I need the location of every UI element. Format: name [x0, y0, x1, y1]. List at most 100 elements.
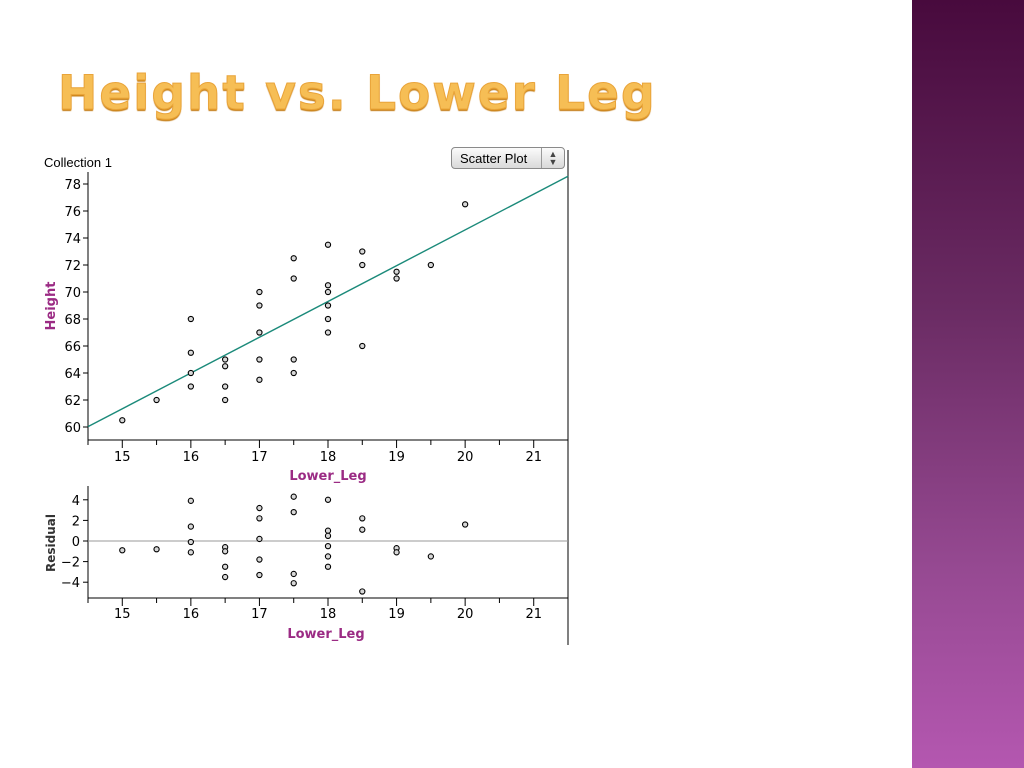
resid-x-ticks: 15 16 17 18 19 20 21 — [87, 598, 569, 622]
resid-x-tick-label: 20 — [457, 607, 474, 622]
main-y-tick-label: 68 — [64, 313, 81, 328]
data-point — [324, 329, 332, 336]
residual-point — [324, 532, 332, 539]
residual-point — [290, 570, 297, 578]
least-squares-line — [87, 175, 569, 428]
main-y-tick-label: 66 — [64, 340, 81, 355]
main-x-tick-label: 15 — [114, 450, 131, 465]
plot-type-select[interactable]: Scatter Plot ▲ ▼ — [451, 147, 565, 169]
data-point — [256, 376, 263, 383]
residual-point — [256, 504, 263, 512]
data-point — [221, 396, 229, 404]
data-point — [187, 349, 195, 356]
data-point — [290, 356, 297, 363]
main-y-tick-label: 60 — [64, 421, 81, 436]
main-y-tick-label: 76 — [64, 205, 81, 220]
residual-point — [393, 549, 400, 556]
main-x-axis-label: Lower_Leg — [289, 469, 366, 484]
data-point — [221, 363, 229, 370]
data-point — [187, 369, 195, 377]
data-point — [324, 315, 332, 323]
resid-y-ticks: −4 −2 0 2 4 — [61, 494, 88, 591]
resid-y-axis-label: Residual — [44, 514, 58, 572]
main-y-tick-label: 74 — [64, 232, 81, 247]
residual-point — [324, 543, 332, 550]
main-x-tick-label: 17 — [251, 450, 268, 465]
residual-point — [324, 527, 332, 534]
residual-point — [359, 515, 366, 522]
data-point — [393, 275, 400, 282]
residual-point — [324, 496, 332, 503]
main-x-ticks: 15 16 17 18 19 20 21 — [87, 440, 569, 465]
resid-y-tick-label: 4 — [72, 494, 80, 509]
residual-point — [256, 515, 263, 522]
data-point — [427, 261, 435, 269]
residual-point — [461, 521, 469, 528]
data-point — [324, 282, 332, 289]
resid-x-tick-label: 19 — [388, 607, 405, 622]
resid-x-tick-label: 17 — [251, 607, 268, 622]
data-point — [324, 302, 332, 309]
collection-title: Collection 1 — [44, 155, 112, 170]
data-point — [359, 261, 366, 269]
resid-y-tick-label: 0 — [72, 535, 80, 550]
residual-point — [290, 509, 297, 516]
data-point — [256, 329, 263, 336]
data-point — [324, 288, 332, 296]
residual-point — [427, 553, 435, 560]
slide-title: Height vs. Lower Leg — [58, 66, 657, 122]
residual-point — [153, 546, 160, 553]
data-point — [393, 268, 400, 275]
resid-x-axis-label: Lower_Leg — [287, 627, 364, 642]
data-point — [359, 342, 366, 350]
residual-point — [256, 556, 263, 563]
data-point — [290, 255, 297, 262]
residual-point — [256, 571, 263, 579]
data-point — [290, 369, 297, 377]
main-x-tick-label: 20 — [457, 450, 474, 465]
residual-point — [221, 548, 229, 555]
residual-point — [290, 580, 297, 587]
residual-point — [119, 547, 126, 554]
data-point — [324, 241, 332, 248]
main-x-tick-label: 21 — [525, 450, 542, 465]
main-x-tick-label: 16 — [183, 450, 200, 465]
main-x-tick-label: 19 — [388, 450, 405, 465]
data-point — [119, 417, 126, 424]
residual-point — [187, 523, 195, 530]
data-point — [461, 201, 469, 208]
decorative-side-band — [912, 0, 1024, 768]
resid-y-tick-label: −2 — [61, 556, 80, 571]
residual-point — [187, 538, 195, 546]
residual-point — [187, 549, 195, 556]
main-y-tick-label: 72 — [64, 259, 81, 274]
residual-point — [324, 563, 332, 570]
resid-points — [119, 493, 469, 595]
main-y-tick-label: 70 — [64, 286, 81, 301]
main-y-axis-label: Height — [44, 282, 59, 331]
main-y-tick-label: 62 — [64, 394, 81, 409]
main-x-tick-label: 18 — [320, 450, 337, 465]
data-point — [256, 302, 263, 309]
resid-x-tick-label: 21 — [525, 607, 542, 622]
data-point — [153, 396, 160, 404]
main-y-ticks: 60 62 64 66 68 70 72 74 76 78 — [64, 178, 88, 436]
residual-point — [221, 563, 229, 570]
residual-point — [359, 526, 366, 533]
main-y-tick-label: 78 — [64, 178, 81, 193]
resid-x-tick-label: 16 — [183, 607, 200, 622]
residual-point — [187, 497, 195, 504]
residual-point — [359, 588, 366, 595]
data-point — [221, 356, 229, 363]
data-point — [359, 248, 366, 255]
residual-point — [290, 493, 297, 500]
data-point — [256, 288, 263, 296]
data-point — [187, 383, 195, 390]
residual-point — [324, 553, 332, 560]
residual-point — [221, 573, 229, 581]
data-point — [221, 383, 229, 390]
residual-point — [256, 535, 263, 543]
resid-y-tick-label: −4 — [61, 576, 80, 591]
main-points — [119, 201, 469, 424]
